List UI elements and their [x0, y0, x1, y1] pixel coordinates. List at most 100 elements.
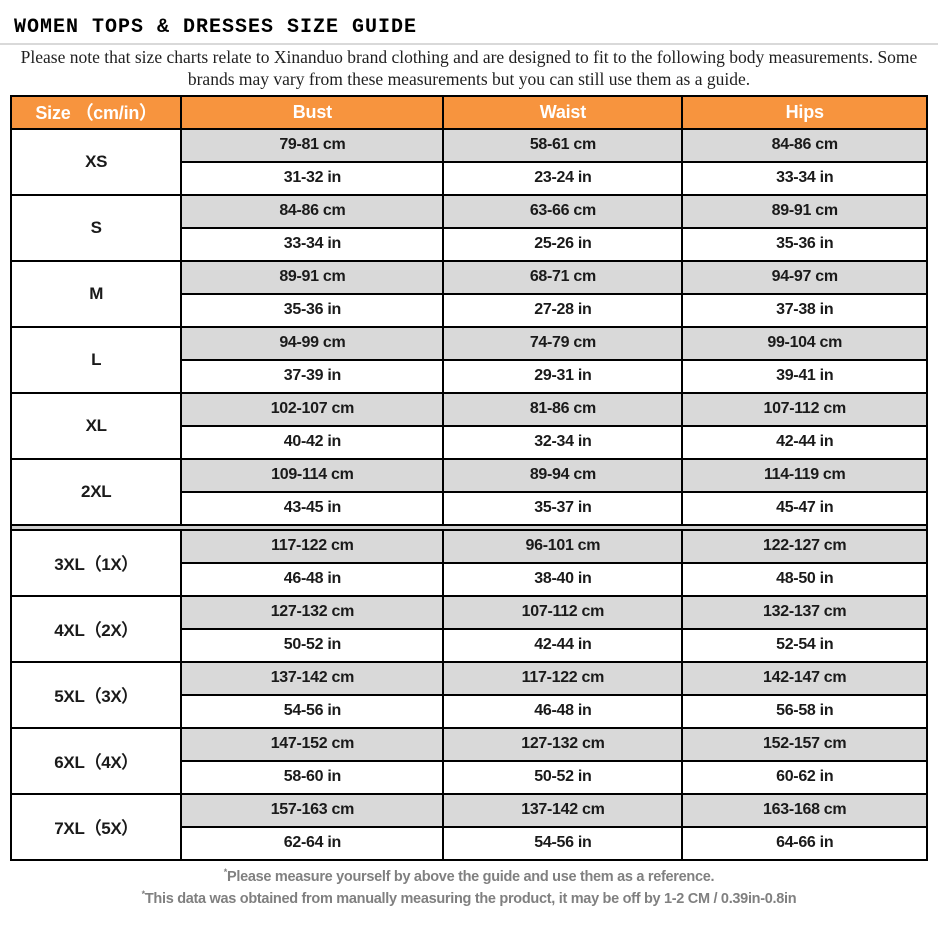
column-header-hips: Hips	[681, 94, 928, 130]
bust-in-cell: 35-36 in	[180, 292, 445, 328]
size-row-cm: XS 79-81 cm 58-61 cm 84-86 cm	[9, 127, 928, 196]
hips-cm-cell: 132-137 cm	[681, 594, 928, 630]
table-body: XS 79-81 cm 58-61 cm 84-86 cm 31-32 in 23-24 …	[9, 127, 928, 861]
size-label: M	[9, 259, 183, 328]
bust-cm-cell: 137-142 cm	[180, 660, 445, 696]
size-guide-table: Size （cm/in） Bust Waist Hips XS 79-81 cm 5…	[9, 94, 928, 861]
column-header-bust: Bust	[180, 94, 445, 130]
bust-in-cell: 62-64 in	[180, 825, 445, 861]
waist-cm-cell: 127-132 cm	[442, 726, 684, 762]
waist-in-cell: 38-40 in	[442, 561, 684, 597]
waist-cm-cell: 107-112 cm	[442, 594, 684, 630]
bust-cm-cell: 109-114 cm	[180, 457, 445, 493]
bust-cm-cell: 102-107 cm	[180, 391, 445, 427]
hips-in-cell: 64-66 in	[681, 825, 928, 861]
bust-in-cell: 54-56 in	[180, 693, 445, 729]
footnote-text: Please measure yourself by above the gui…	[226, 868, 715, 885]
column-header-waist: Waist	[442, 94, 684, 130]
waist-in-cell: 25-26 in	[442, 226, 684, 262]
waist-cm-cell: 63-66 cm	[442, 193, 684, 229]
size-row-in: 46-48 in 38-40 in 48-50 in	[11, 561, 928, 597]
size-row-cm: S 84-86 cm 63-66 cm 89-91 cm	[9, 193, 928, 262]
waist-cm-cell: 137-142 cm	[442, 792, 684, 828]
waist-cm-cell: 117-122 cm	[442, 660, 684, 696]
page-title: WOMEN TOPS & DRESSES SIZE GUIDE	[14, 16, 418, 39]
size-row-cm: 6XL（4X） 147-152 cm 127-132 cm 152-157 cm	[9, 726, 928, 795]
footnote-marker: *	[141, 889, 146, 900]
bust-cm-cell: 117-122 cm	[180, 528, 445, 564]
size-label: 4XL（2X）	[9, 594, 183, 663]
size-row-in: 50-52 in 42-44 in 52-54 in	[11, 627, 928, 663]
waist-cm-cell: 89-94 cm	[442, 457, 684, 493]
plus-size-section-divider	[10, 523, 928, 531]
size-row-in: 62-64 in 54-56 in 64-66 in	[11, 825, 928, 861]
size-label: XS	[9, 127, 183, 196]
title-divider	[0, 43, 938, 45]
size-row-in: 40-42 in 32-34 in 42-44 in	[11, 424, 928, 460]
bust-cm-cell: 89-91 cm	[180, 259, 445, 295]
hips-in-cell: 52-54 in	[681, 627, 928, 663]
bust-in-cell: 31-32 in	[180, 160, 445, 196]
hips-in-cell: 60-62 in	[681, 759, 928, 795]
size-row-cm: 3XL（1X） 117-122 cm 96-101 cm 122-127 cm	[9, 528, 928, 597]
waist-in-cell: 50-52 in	[442, 759, 684, 795]
size-label: L	[9, 325, 183, 394]
bust-cm-cell: 94-99 cm	[180, 325, 445, 361]
hips-in-cell: 56-58 in	[681, 693, 928, 729]
hips-cm-cell: 152-157 cm	[681, 726, 928, 762]
bust-in-cell: 33-34 in	[180, 226, 445, 262]
size-row-in: 33-34 in 25-26 in 35-36 in	[11, 226, 928, 262]
hips-in-cell: 48-50 in	[681, 561, 928, 597]
bust-in-cell: 58-60 in	[180, 759, 445, 795]
footnote-marker: *	[223, 866, 228, 877]
column-header-size: Size （cm/in）	[9, 94, 183, 130]
waist-in-cell: 46-48 in	[442, 693, 684, 729]
size-label: 3XL（1X）	[9, 528, 183, 597]
waist-in-cell: 23-24 in	[442, 160, 684, 196]
bust-in-cell: 37-39 in	[180, 358, 445, 394]
size-row-in: 31-32 in 23-24 in 33-34 in	[11, 160, 928, 196]
hips-in-cell: 39-41 in	[681, 358, 928, 394]
waist-in-cell: 27-28 in	[442, 292, 684, 328]
waist-in-cell: 54-56 in	[442, 825, 684, 861]
waist-cm-cell: 68-71 cm	[442, 259, 684, 295]
hips-cm-cell: 122-127 cm	[681, 528, 928, 564]
bust-cm-cell: 157-163 cm	[180, 792, 445, 828]
size-label: S	[9, 193, 183, 262]
bust-cm-cell: 127-132 cm	[180, 594, 445, 630]
size-label: 6XL（4X）	[9, 726, 183, 795]
bust-in-cell: 43-45 in	[180, 490, 445, 526]
bust-cm-cell: 147-152 cm	[180, 726, 445, 762]
size-row-cm: 5XL（3X） 137-142 cm 117-122 cm 142-147 cm	[9, 660, 928, 729]
hips-cm-cell: 89-91 cm	[681, 193, 928, 229]
bust-in-cell: 50-52 in	[180, 627, 445, 663]
footnote-measurement-tolerance: *This data was obtained from manually me…	[0, 888, 938, 911]
hips-cm-cell: 114-119 cm	[681, 457, 928, 493]
hips-cm-cell: 142-147 cm	[681, 660, 928, 696]
hips-cm-cell: 107-112 cm	[681, 391, 928, 427]
size-row-cm: L 94-99 cm 74-79 cm 99-104 cm	[9, 325, 928, 394]
size-row-cm: 4XL（2X） 127-132 cm 107-112 cm 132-137 cm	[9, 594, 928, 663]
size-row-in: 37-39 in 29-31 in 39-41 in	[11, 358, 928, 394]
waist-cm-cell: 74-79 cm	[442, 325, 684, 361]
page-subtitle: Please note that size charts relate to X…	[20, 47, 918, 89]
waist-cm-cell: 58-61 cm	[442, 127, 684, 163]
waist-cm-cell: 96-101 cm	[442, 528, 684, 564]
hips-in-cell: 45-47 in	[681, 490, 928, 526]
size-label: 7XL（5X）	[9, 792, 183, 861]
hips-in-cell: 33-34 in	[681, 160, 928, 196]
waist-in-cell: 29-31 in	[442, 358, 684, 394]
bust-in-cell: 46-48 in	[180, 561, 445, 597]
size-row-in: 54-56 in 46-48 in 56-58 in	[11, 693, 928, 729]
size-row-in: 58-60 in 50-52 in 60-62 in	[11, 759, 928, 795]
hips-in-cell: 35-36 in	[681, 226, 928, 262]
size-label: 5XL（3X）	[9, 660, 183, 729]
footnotes: *Please measure yourself by above the gu…	[0, 866, 938, 911]
hips-cm-cell: 84-86 cm	[681, 127, 928, 163]
hips-in-cell: 37-38 in	[681, 292, 928, 328]
table-header: Size （cm/in） Bust Waist Hips	[9, 94, 928, 130]
size-row-cm: M 89-91 cm 68-71 cm 94-97 cm	[9, 259, 928, 328]
footnote-measure-reference: *Please measure yourself by above the gu…	[0, 866, 938, 889]
size-label: 2XL	[9, 457, 183, 526]
waist-cm-cell: 81-86 cm	[442, 391, 684, 427]
